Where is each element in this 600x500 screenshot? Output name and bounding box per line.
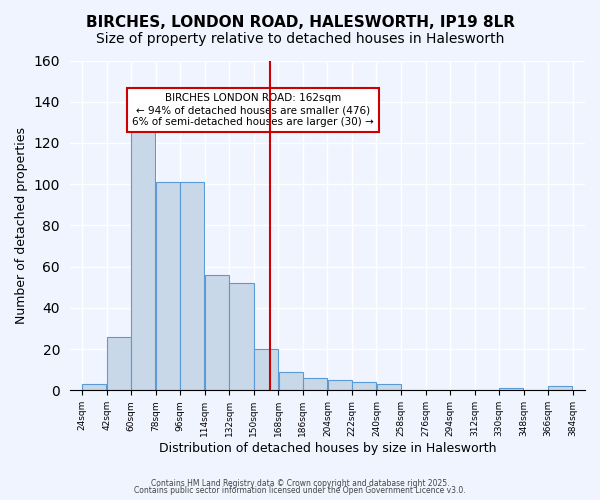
Y-axis label: Number of detached properties: Number of detached properties [15, 127, 28, 324]
Text: BIRCHES LONDON ROAD: 162sqm
← 94% of detached houses are smaller (476)
6% of sem: BIRCHES LONDON ROAD: 162sqm ← 94% of det… [132, 94, 374, 126]
Text: Size of property relative to detached houses in Halesworth: Size of property relative to detached ho… [96, 32, 504, 46]
Text: Contains HM Land Registry data © Crown copyright and database right 2025.: Contains HM Land Registry data © Crown c… [151, 478, 449, 488]
Bar [278, 372, 302, 390]
Text: BIRCHES, LONDON ROAD, HALESWORTH, IP19 8LR: BIRCHES, LONDON ROAD, HALESWORTH, IP19 8… [86, 15, 515, 30]
Bar [499, 388, 523, 390]
Text: Contains public sector information licensed under the Open Government Licence v3: Contains public sector information licen… [134, 486, 466, 495]
Bar [377, 384, 401, 390]
Bar [352, 382, 376, 390]
Bar [303, 378, 327, 390]
Bar [229, 283, 254, 391]
Bar [156, 182, 180, 390]
Bar [107, 336, 131, 390]
Bar [205, 275, 229, 390]
Bar [131, 124, 155, 390]
X-axis label: Distribution of detached houses by size in Halesworth: Distribution of detached houses by size … [158, 442, 496, 455]
Bar [82, 384, 106, 390]
Bar [328, 380, 352, 390]
Bar [181, 182, 205, 390]
Bar [548, 386, 572, 390]
Bar [254, 349, 278, 391]
